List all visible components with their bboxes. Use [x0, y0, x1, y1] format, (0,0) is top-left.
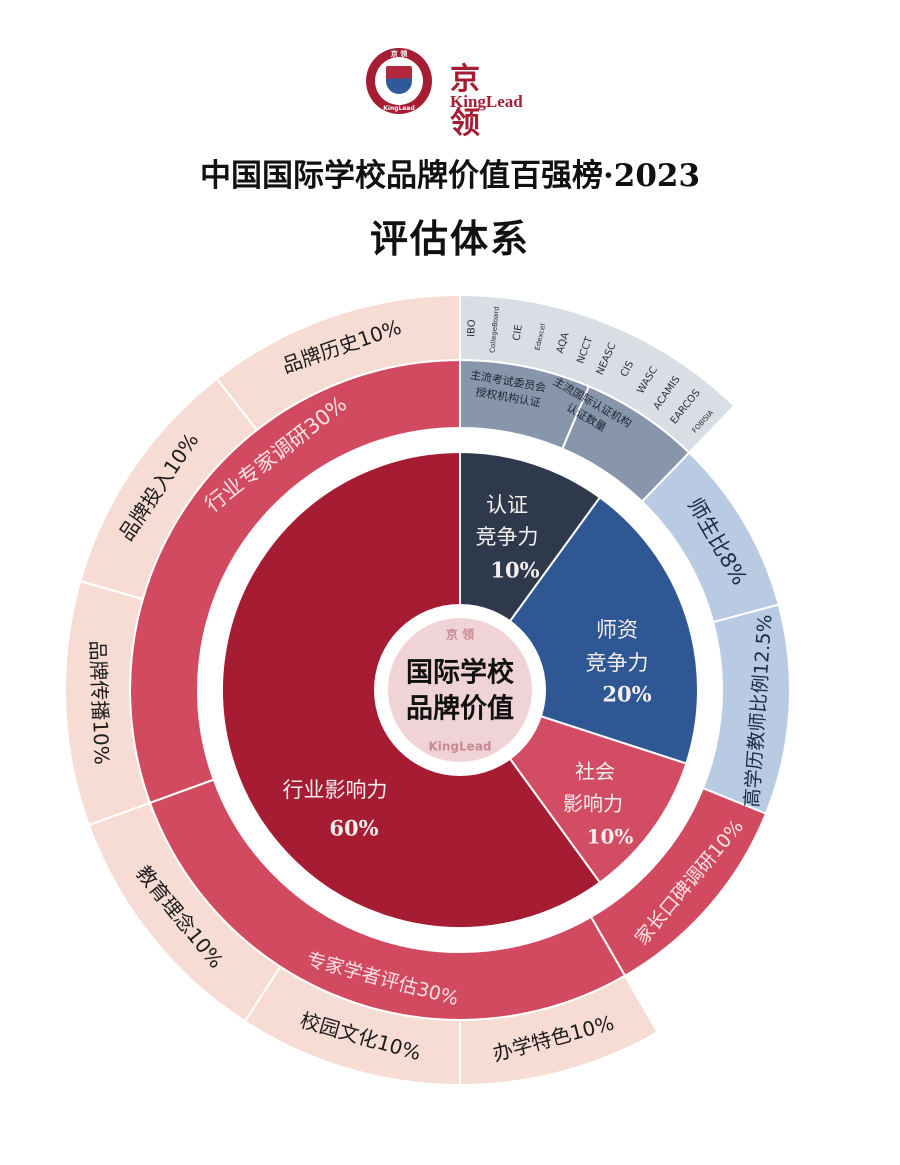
accreditor-label: IBO	[466, 319, 478, 337]
logo-badge-icon: 京 领 KingLead	[366, 48, 432, 114]
page-title: 中国国际学校品牌价值百强榜·2023	[199, 158, 701, 194]
accreditor-label: CIE	[511, 324, 524, 342]
teacher-competitiveness-label: 竞争力	[586, 651, 649, 675]
cert-competitiveness-label: 竞争力	[476, 525, 539, 549]
social-influence-label: 社会	[575, 760, 615, 784]
social-influence-label: 影响力	[563, 792, 623, 816]
center-watermark-top: 京 领	[446, 627, 474, 642]
center-watermark-icon	[388, 618, 532, 762]
outer-brand-history	[215, 293, 461, 432]
shield-icon	[386, 66, 412, 94]
center-watermark-bottom: KingLead	[428, 740, 491, 754]
cert-competitiveness-label: 认证	[486, 493, 528, 517]
badge-top-text: 京 领	[390, 50, 408, 58]
center-title-line2: 品牌价值	[406, 694, 514, 725]
teacher-competitiveness-label: 师资	[596, 618, 638, 642]
center-title-line1: 国际学校	[406, 657, 514, 689]
page-subtitle: 评估体系	[369, 216, 530, 261]
brand-communication-label: 品牌传播10%	[86, 640, 114, 765]
social-influence-pct: 10%	[587, 825, 634, 849]
kinglead-logo: 京 领 KingLead 京 领 KingLead	[366, 48, 546, 141]
industry-influence-label: 行业影响力	[283, 778, 388, 802]
teacher-competitiveness-pct: 20%	[602, 682, 651, 707]
outer-exam-boards	[459, 293, 736, 455]
badge-bottom-text: KingLead	[383, 105, 415, 112]
logo-name-en: KingLead	[450, 92, 523, 111]
logo-name-cn: 京 领	[450, 62, 492, 141]
cert-competitiveness-pct: 10%	[490, 558, 539, 583]
industry-influence-pct: 60%	[329, 816, 378, 841]
